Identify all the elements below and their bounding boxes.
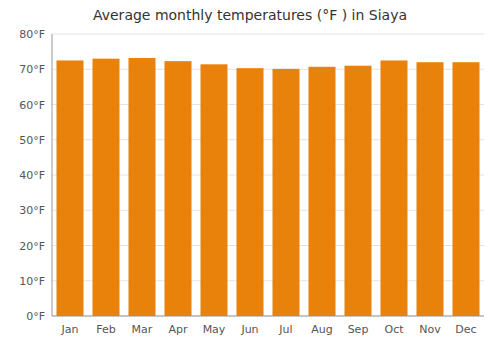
bar <box>381 60 408 316</box>
x-tick-label: Jun <box>240 323 258 336</box>
x-tick-label: May <box>203 323 226 336</box>
y-tick-label: 10°F <box>19 275 45 288</box>
y-axis-line <box>52 34 53 316</box>
chart-container: Average monthly temperatures (°F ) in Si… <box>0 0 500 350</box>
x-tick-label: Aug <box>311 323 332 336</box>
x-tick-label: Jan <box>61 323 79 336</box>
y-tick-label: 0°F <box>26 310 45 323</box>
y-tick-label: 30°F <box>19 204 45 217</box>
y-tick-label: 70°F <box>19 63 45 76</box>
y-tick-label: 80°F <box>19 28 45 41</box>
y-tick-label: 40°F <box>19 169 45 182</box>
bar <box>273 69 300 316</box>
x-tick-label: Mar <box>132 323 153 336</box>
bar <box>129 58 156 316</box>
grid-line <box>52 34 484 35</box>
x-tick-label: Sep <box>348 323 369 336</box>
x-tick-label: Nov <box>419 323 441 336</box>
x-tick-label: Dec <box>455 323 476 336</box>
title: Average monthly temperatures (°F ) in Si… <box>93 7 407 23</box>
x-tick-label: Feb <box>96 323 115 336</box>
grid <box>52 34 484 316</box>
y-tick-label: 50°F <box>19 134 45 147</box>
x-tick-label: Oct <box>384 323 404 336</box>
y-tick-label: 60°F <box>19 99 45 112</box>
bar <box>237 68 264 316</box>
bars <box>57 58 480 316</box>
bar <box>417 62 444 316</box>
bar <box>345 66 372 316</box>
y-axis: 0°F 10°F 20°F 30°F 40°F 50°F 60°F 70°F 80°F <box>19 28 45 323</box>
bar <box>309 67 336 316</box>
x-tick-label: Jul <box>278 323 292 336</box>
x-tick-label: Apr <box>168 323 188 336</box>
x-axis-line <box>52 316 484 317</box>
bar <box>93 59 120 316</box>
bar <box>165 61 192 316</box>
bar <box>57 60 84 316</box>
y-tick-label: 20°F <box>19 240 45 253</box>
bar <box>201 64 228 316</box>
grid-line <box>52 316 484 317</box>
chart: Average monthly temperatures (°F ) in Si… <box>0 0 500 350</box>
bar <box>453 62 480 316</box>
x-axis: Jan Feb Mar Apr May Jun Jul Aug Sep Oct Nov Dec <box>61 323 477 336</box>
